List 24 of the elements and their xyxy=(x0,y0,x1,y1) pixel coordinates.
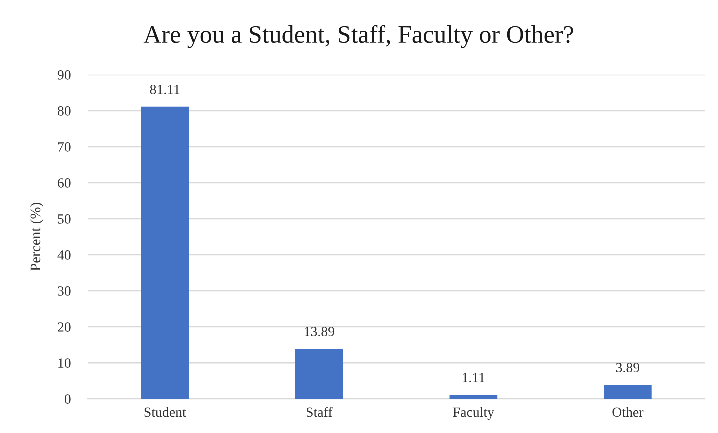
y-tick-label: 40 xyxy=(58,250,71,260)
y-tick-label: 30 xyxy=(58,286,71,296)
y-tick-label: 0 xyxy=(64,394,71,404)
bar xyxy=(450,395,498,400)
data-label: 81.11 xyxy=(150,85,180,94)
x-tick-label: Faculty xyxy=(453,407,494,420)
y-tick-label: 50 xyxy=(58,214,71,224)
y-tick-label: 10 xyxy=(58,358,71,368)
y-tick-label: 20 xyxy=(58,322,71,332)
y-axis-title: Percent (%) xyxy=(30,202,44,272)
bar xyxy=(296,348,344,400)
y-tick-label: 90 xyxy=(58,70,71,80)
data-label: 1.11 xyxy=(463,373,485,383)
bar xyxy=(141,106,190,400)
bar xyxy=(604,385,652,400)
x-tick-label: Staff xyxy=(306,407,333,418)
data-label: 13.89 xyxy=(305,327,334,337)
x-tick-label: Student xyxy=(144,407,186,418)
x-tick-label: Other xyxy=(612,407,644,418)
y-tick-label: 60 xyxy=(58,178,71,188)
y-tick-label: 70 xyxy=(58,142,71,152)
chart-title: Are you a Student, Staff, Faculty or Other? xyxy=(144,25,574,48)
data-label: 3.89 xyxy=(616,363,640,373)
y-tick-label: 80 xyxy=(58,106,71,116)
